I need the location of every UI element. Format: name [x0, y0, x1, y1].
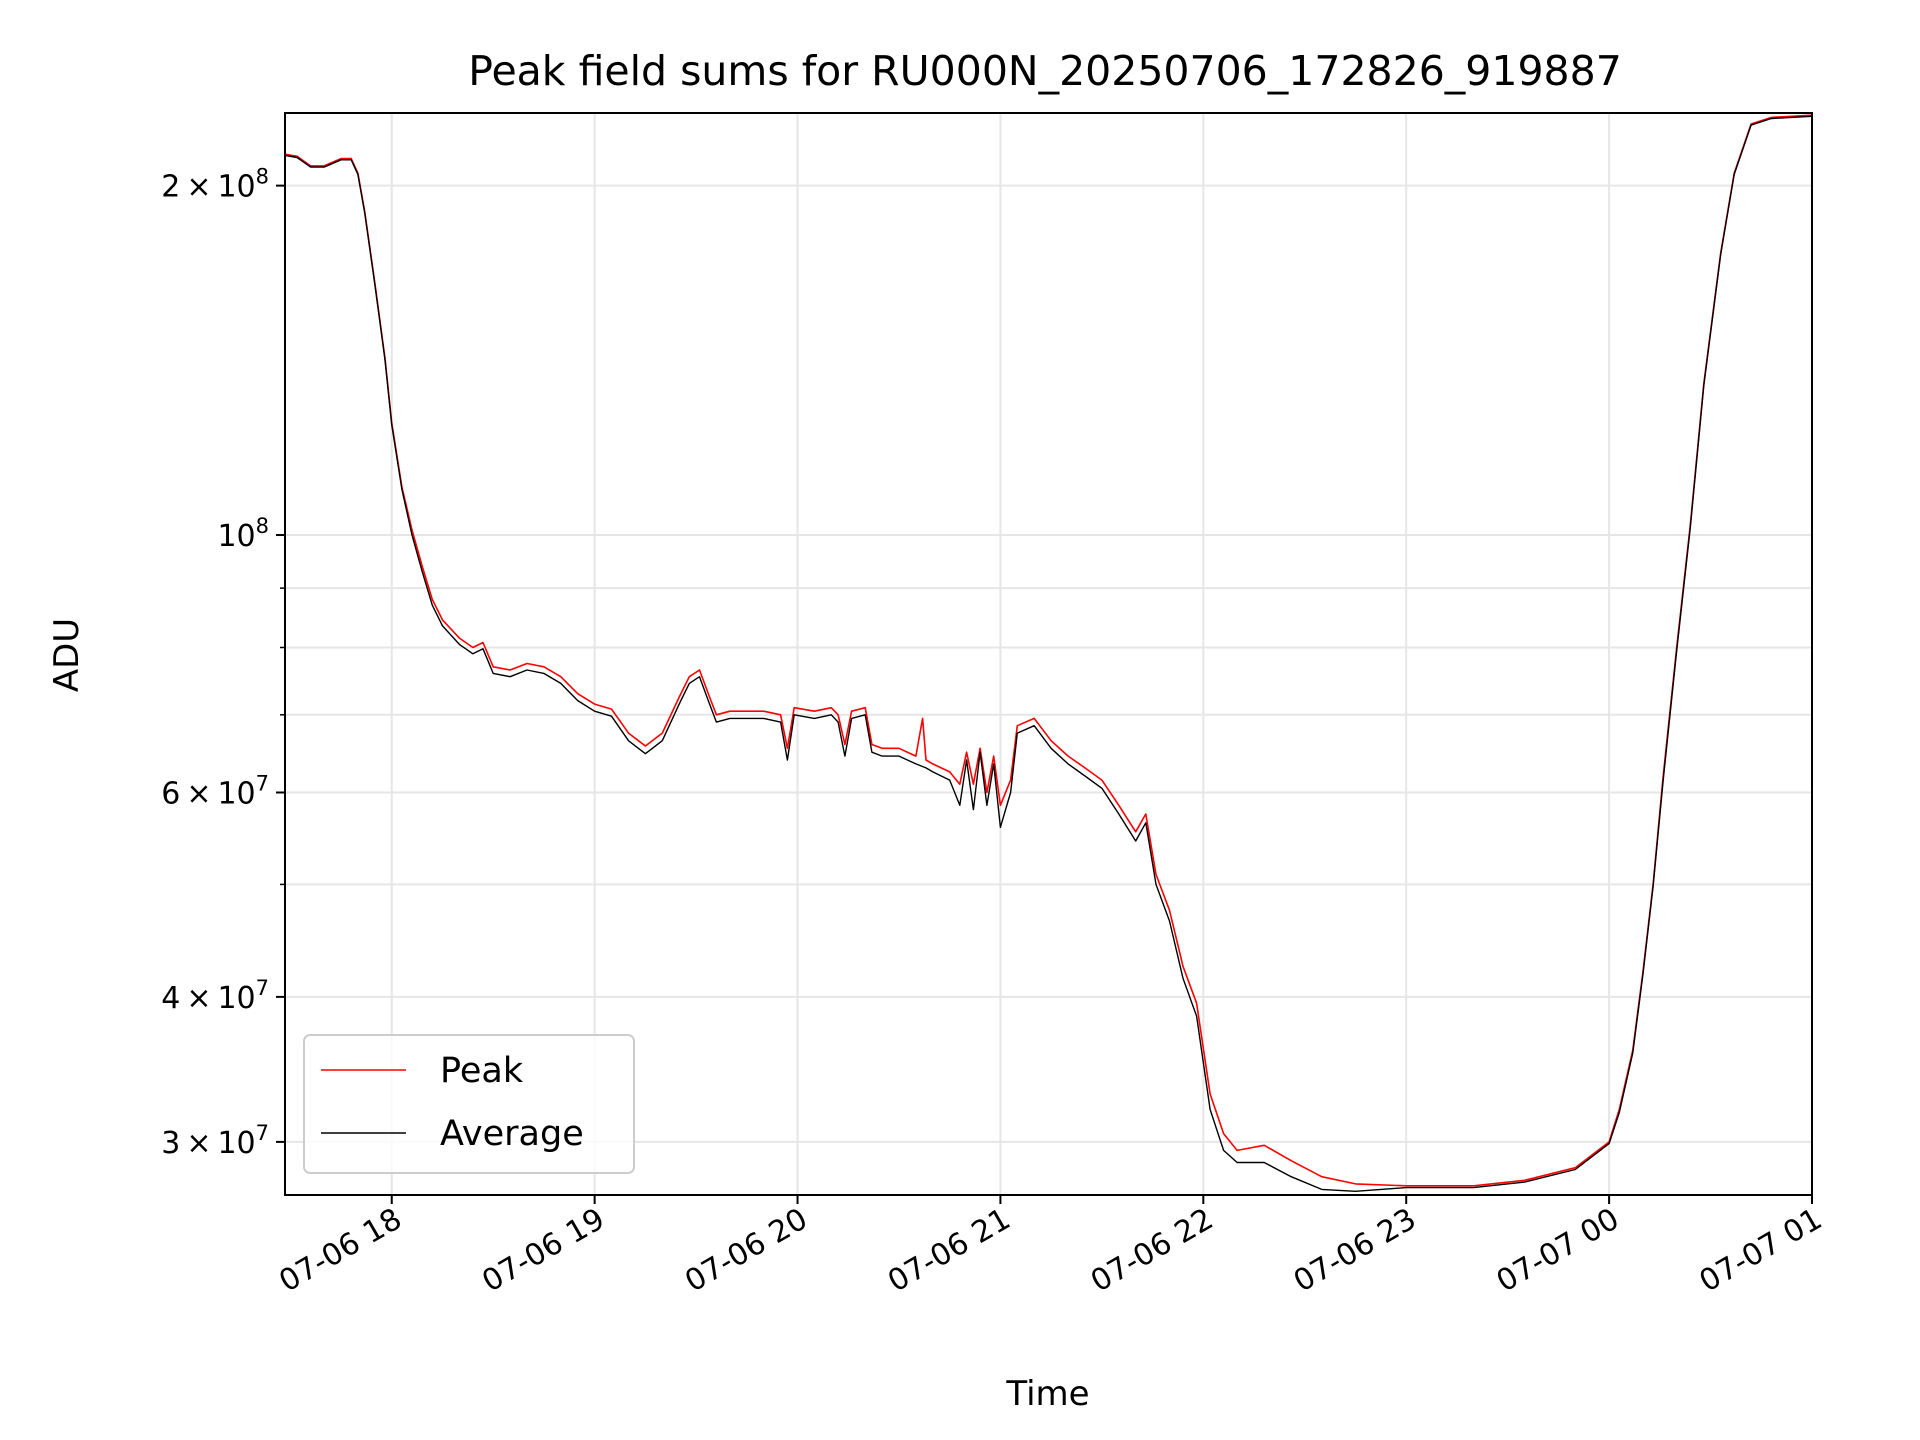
legend: Peak Average [303, 1034, 635, 1174]
y-tick-label: 108 [217, 514, 269, 554]
y-tick-label: 3 × 107 [161, 1121, 269, 1161]
plot-area [285, 114, 1812, 1192]
y-tick-label: 2 × 108 [161, 165, 269, 205]
legend-label-average: Average [440, 1114, 584, 1154]
chart-title: Peak field sums for RU000N_20250706_1728… [468, 47, 1622, 95]
plot-frame [284, 112, 1813, 1196]
y-tick-label: 6 × 107 [161, 772, 269, 812]
x-axis-label: Time [1005, 1374, 1089, 1414]
y-axis-label: ADU [47, 618, 87, 692]
series-line-peak [285, 114, 1812, 1187]
series-line-average [285, 115, 1812, 1192]
y-axis: 3 × 107 4 × 107 6 × 107 108 2 × 108 [161, 165, 285, 1161]
y-tick-label: 4 × 107 [161, 976, 269, 1016]
grid [285, 113, 1813, 1195]
legend-label-peak: Peak [440, 1051, 524, 1091]
